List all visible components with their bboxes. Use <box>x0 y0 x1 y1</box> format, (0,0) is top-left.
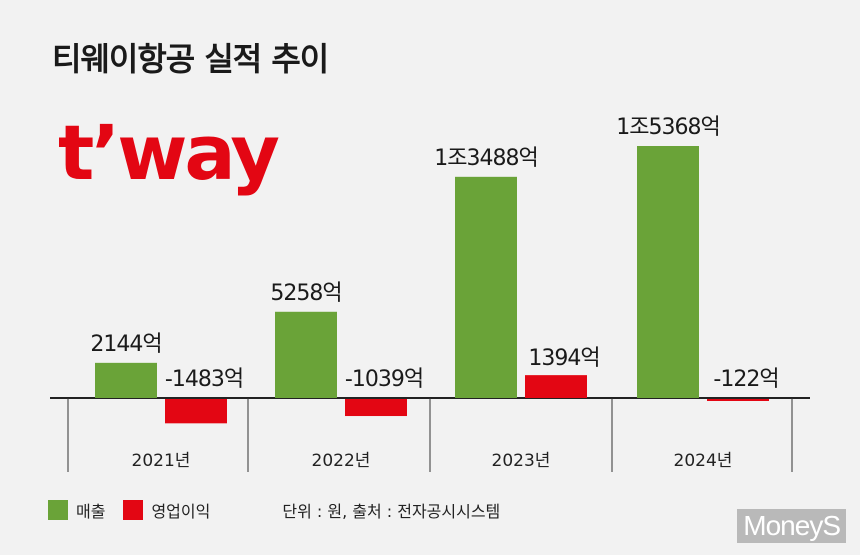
bar-revenue <box>95 362 157 398</box>
bar-chart: 2021년 2144억-1483억 2022년 5258억 -1039억 2023년 1조3… <box>50 115 810 472</box>
legend-swatch-revenue <box>48 500 68 520</box>
data-label-operating-profit: -122억 <box>713 367 778 392</box>
data-label-revenue: 5258억 <box>270 281 341 306</box>
x-tick-label: 2022년 <box>312 451 371 471</box>
x-tick-label: 2024년 <box>674 451 733 471</box>
bar-revenue <box>637 146 699 398</box>
bar-operating-profit <box>165 399 227 424</box>
moneys-watermark: MoneyS <box>737 509 846 543</box>
data-label-operating-profit: 1394억 <box>528 346 599 371</box>
legend-swatch-profit <box>123 500 144 520</box>
legend-label-revenue: 매출 <box>76 502 106 521</box>
legend-item-profit: 영업이익 <box>123 498 210 522</box>
chart-title: 티웨이항공 실적 추이 <box>52 40 329 78</box>
data-label-operating-profit: -1039억 <box>345 367 423 392</box>
x-tick-label: 2021년 <box>132 451 191 471</box>
x-tick-label: 2023년 <box>492 451 551 471</box>
data-label-revenue: 1조3488억 <box>434 146 537 171</box>
bar-operating-profit <box>345 399 407 417</box>
legend: 매출 영업이익 단위 : 원, 출처 : 전자공시시스템 <box>48 498 500 522</box>
source-note: 단위 : 원, 출처 : 전자공시시스템 <box>282 502 501 521</box>
bar-operating-profit <box>707 399 769 402</box>
data-label-revenue: 2144억 <box>90 332 161 357</box>
data-label-operating-profit: -1483억 <box>165 367 243 392</box>
legend-label-profit: 영업이익 <box>151 502 211 521</box>
bar-revenue <box>275 311 337 398</box>
bar-revenue <box>455 176 517 398</box>
legend-item-revenue: 매출 <box>48 498 105 522</box>
bar-operating-profit <box>525 375 587 398</box>
data-label-revenue: 1조5368억 <box>616 115 719 140</box>
tway-logo: t’way <box>58 108 280 197</box>
